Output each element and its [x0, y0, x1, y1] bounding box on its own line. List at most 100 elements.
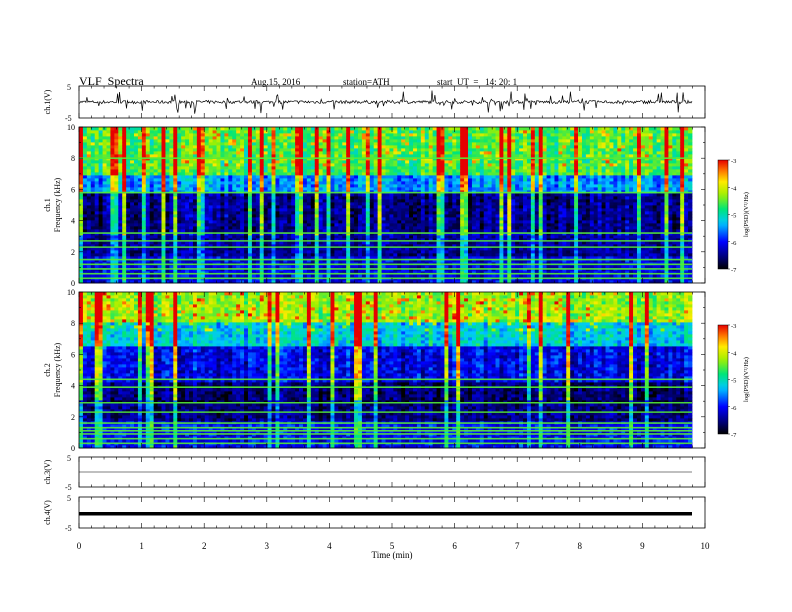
spectrogram-cell: [220, 166, 225, 170]
spectrogram-cell: [283, 196, 288, 200]
spectrogram-cell: [279, 214, 284, 218]
spectrogram-cell: [271, 202, 276, 206]
spectrogram-cell: [208, 133, 213, 137]
spectrogram-cell: [416, 229, 422, 233]
spectrogram-cell: [228, 271, 233, 275]
spectrogram-cell: [365, 202, 371, 206]
spectrogram-cell: [122, 190, 127, 194]
spectrogram-cell: [149, 265, 155, 269]
spectrogram-cell: [369, 265, 375, 269]
spectrogram-cell: [224, 133, 229, 137]
spectrogram-cell: [173, 175, 178, 179]
spectrogram-cell: [357, 142, 363, 146]
spectrogram-cell: [291, 187, 296, 191]
spectrogram-cell: [259, 226, 265, 230]
spectrogram-cell: [90, 190, 96, 194]
spectrogram-cell: [318, 196, 324, 200]
spectrogram-cell: [397, 247, 402, 251]
spectrogram-cell: [275, 166, 280, 170]
spectrogram-cell: [365, 250, 371, 254]
spectrogram-cell: [134, 226, 139, 230]
spectrogram-cell: [118, 169, 123, 173]
spectrogram-cell: [295, 208, 300, 212]
spectrogram-cell: [373, 271, 379, 275]
spectrogram-cell: [401, 229, 406, 233]
spectrogram-cell: [126, 265, 131, 269]
spectrogram-cell: [295, 214, 300, 218]
spectrogram-cell: [106, 139, 111, 143]
spectrogram-cell: [110, 163, 115, 167]
spectrogram-cell: [255, 247, 261, 251]
spectrogram-cell: [98, 181, 103, 185]
spectrogram-cell: [338, 130, 343, 134]
spectrogram-cell: [220, 229, 225, 233]
spectrogram-cell: [181, 196, 186, 200]
spectrogram-cell: [295, 136, 300, 140]
spectrogram-cell: [130, 190, 135, 194]
spectrogram-cell: [79, 238, 84, 242]
spectrogram-cell: [385, 214, 390, 218]
spectrogram-cell: [157, 160, 162, 164]
spectrogram-cell: [263, 223, 269, 227]
spectrogram-cell: [369, 253, 375, 257]
spectrogram-cell: [342, 256, 347, 260]
spectrogram-cell: [330, 142, 335, 146]
spectrogram-cell: [271, 214, 276, 218]
spectrogram-cell: [90, 184, 96, 188]
spectrogram-cell: [287, 280, 292, 284]
spectrogram-cell: [428, 223, 434, 227]
spectrogram-cell: [287, 166, 292, 170]
spectrogram-cell: [192, 196, 198, 200]
spectrogram-cell: [126, 166, 131, 170]
spectrogram-cell: [416, 169, 422, 173]
spectrogram-cell: [145, 229, 151, 233]
spectrogram-cell: [259, 163, 265, 167]
spectrogram-cell: [251, 160, 257, 164]
spectrogram-cell: [287, 133, 292, 137]
spectrogram-cell: [208, 265, 213, 269]
spectrogram-cell: [342, 208, 347, 212]
spectrogram-cell: [130, 151, 135, 155]
spectrogram-cell: [204, 253, 210, 257]
spectrogram-cell: [259, 271, 265, 275]
spectrogram-cell: [259, 280, 265, 284]
spectrogram-cell: [110, 265, 115, 269]
spectrogram-cell: [326, 181, 331, 185]
spectrogram-cell: [357, 253, 363, 257]
spectrogram-cell: [98, 178, 103, 182]
spectrogram-cell: [267, 181, 272, 185]
spectrogram-cell: [318, 229, 324, 233]
spectrogram-cell: [94, 145, 100, 149]
spectrogram-cell: [440, 151, 445, 155]
spectrogram-cell: [149, 154, 155, 158]
spectrogram-cell: [122, 139, 127, 143]
spectrogram-cell: [153, 271, 158, 275]
spectrogram-cell: [208, 259, 213, 263]
spectrogram-cell: [244, 190, 249, 194]
spectrogram-cell: [428, 190, 434, 194]
spectrogram-cell: [247, 181, 253, 185]
spectrogram-cell: [208, 190, 213, 194]
spectrogram-cell: [157, 151, 162, 155]
spectrogram-cell: [208, 238, 213, 242]
spectrogram-cell: [134, 199, 139, 203]
spectrogram-cell: [409, 238, 414, 242]
spectrogram-cell: [137, 193, 143, 197]
spectrogram-cell: [251, 190, 257, 194]
spectrogram-cell: [263, 175, 269, 179]
spectrogram-cell: [122, 127, 127, 131]
spectrogram-cell: [204, 136, 210, 140]
spectrogram-cell: [361, 241, 367, 245]
spectrogram-cell: [401, 226, 406, 230]
spectrogram-cell: [275, 154, 280, 158]
spectrogram-cell: [330, 196, 335, 200]
spectrogram-cell: [196, 223, 202, 227]
spectrogram-cell: [169, 148, 174, 152]
spectrogram-cell: [346, 172, 351, 176]
spectrogram-cell: [153, 280, 158, 284]
spectrogram-cell: [279, 151, 284, 155]
spectrogram-cell: [405, 163, 410, 167]
spectrogram-cell: [165, 241, 170, 245]
spectrogram-cell: [145, 190, 151, 194]
spectrogram-cell: [216, 160, 221, 164]
